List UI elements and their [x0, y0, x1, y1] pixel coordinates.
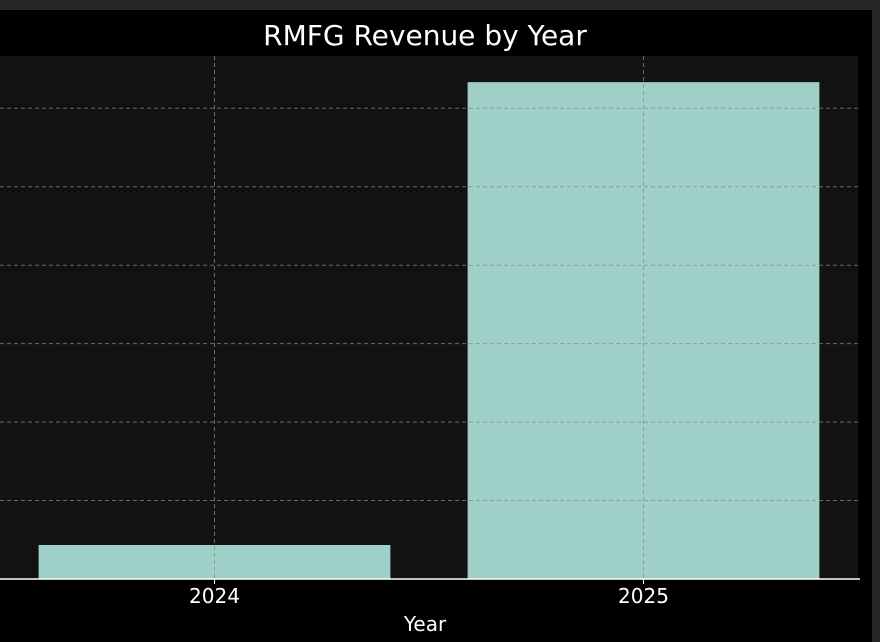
x-tick-label-2025: 2025 [618, 584, 669, 608]
window-frame-right [872, 0, 880, 642]
chart-figure: 2024 2025 RMFG Revenue by Year Year [0, 10, 872, 642]
bar-chart-plot: 2024 2025 [0, 56, 860, 608]
x-tick-label-2024: 2024 [189, 584, 240, 608]
x-axis-label: Year [403, 612, 447, 636]
chart-title: RMFG Revenue by Year [263, 19, 587, 52]
window-frame-top [0, 0, 880, 10]
